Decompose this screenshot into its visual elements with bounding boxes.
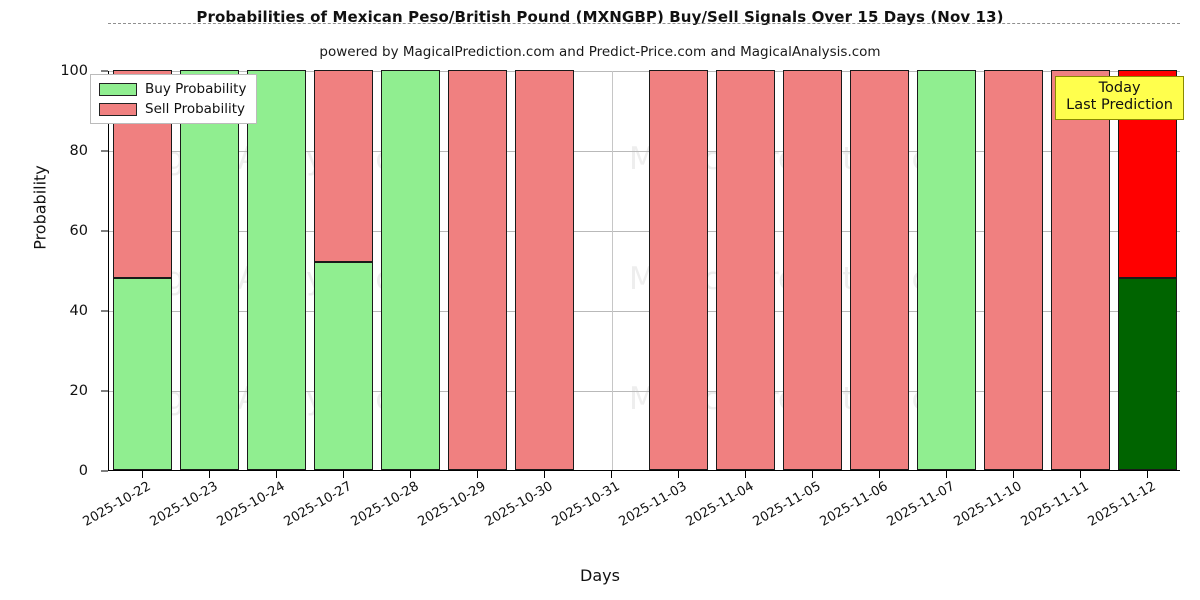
bar-stack[interactable] xyxy=(984,70,1043,470)
bar-stack[interactable] xyxy=(247,70,306,470)
x-axis-tick-labels: 2025-10-22 2025-10-23 2025-10-24 2025-10-27… xyxy=(80,471,1180,561)
y-axis-tick-label: 80 xyxy=(69,143,88,159)
x-axis-tick-label: 2025-10-22 xyxy=(80,479,153,530)
x-axis-tick-mark xyxy=(610,471,612,478)
y-axis-tick-mark xyxy=(101,150,108,152)
bar-segment-sell[interactable] xyxy=(515,70,574,470)
legend-item[interactable]: Buy Probability xyxy=(99,81,246,97)
x-axis-tick-label: 2025-10-24 xyxy=(214,479,287,530)
chart-legend: Buy Probability Sell Probability xyxy=(90,74,258,124)
bar-segment-sell[interactable] xyxy=(1051,70,1110,470)
bar-segment-sell[interactable] xyxy=(850,70,909,470)
plot-area: MagicalAnalysis.comMagicalPrediction.com… xyxy=(108,70,1180,471)
x-axis-tick-label: 2025-11-04 xyxy=(683,479,756,530)
x-axis-tick-mark xyxy=(945,471,947,478)
x-axis-tick-mark xyxy=(476,471,478,478)
today-annotation: Today Last Prediction xyxy=(1055,76,1184,121)
bar-segment-buy[interactable] xyxy=(1118,278,1177,470)
x-axis-tick-mark xyxy=(1146,471,1148,478)
x-axis-tick-label: 2025-10-28 xyxy=(348,479,421,530)
bar-segment-buy[interactable] xyxy=(113,278,172,470)
bar-stack[interactable] xyxy=(515,70,574,470)
y-axis-tick-mark xyxy=(101,230,108,232)
x-axis-tick-label: 2025-11-12 xyxy=(1085,479,1158,530)
bar-stack[interactable] xyxy=(917,70,976,470)
x-axis-tick-mark xyxy=(811,471,813,478)
y-axis-tick-label: 20 xyxy=(69,383,88,399)
bar-segment-sell[interactable] xyxy=(448,70,507,470)
x-axis-tick-mark xyxy=(208,471,210,478)
bar-segment-sell[interactable] xyxy=(783,70,842,470)
x-axis-tick-label: 2025-10-27 xyxy=(281,479,354,530)
x-axis-tick-mark xyxy=(1079,471,1081,478)
bar-stack[interactable] xyxy=(783,70,842,470)
bar-stack[interactable] xyxy=(1118,70,1177,470)
legend-label: Sell Probability xyxy=(145,101,246,117)
x-axis-tick-label: 2025-11-07 xyxy=(884,479,957,530)
chart-subtitle: powered by MagicalPrediction.com and Pre… xyxy=(319,44,881,60)
bar-segment-sell[interactable] xyxy=(649,70,708,470)
y-axis-tick-label: 0 xyxy=(78,463,88,479)
today-annotation-line2: Last Prediction xyxy=(1066,97,1173,114)
bar-segment-buy[interactable] xyxy=(247,70,306,470)
bar-segment-buy[interactable] xyxy=(381,70,440,470)
legend-swatch-sell xyxy=(99,102,137,116)
x-axis-tick-mark xyxy=(275,471,277,478)
page-title: Probabilities of Mexican Peso/British Po… xyxy=(196,8,1004,26)
x-axis-tick-label: 2025-10-29 xyxy=(415,479,488,530)
bar-segment-sell[interactable] xyxy=(716,70,775,470)
y-axis-tick-mark xyxy=(101,390,108,392)
legend-label: Buy Probability xyxy=(145,81,247,97)
threshold-dashed-line xyxy=(108,23,1180,24)
bar-stack[interactable] xyxy=(649,70,708,470)
x-axis-tick-mark xyxy=(543,471,545,478)
x-axis-tick-label: 2025-10-31 xyxy=(549,479,622,530)
bar-segment-buy[interactable] xyxy=(314,262,373,470)
x-axis-tick-mark xyxy=(878,471,880,478)
y-axis-tick-labels: 0 20 40 60 80 100 xyxy=(0,63,100,479)
bar-stack[interactable] xyxy=(381,70,440,470)
x-axis-tick-label: 2025-11-05 xyxy=(750,479,823,530)
y-axis-tick-mark xyxy=(101,470,108,472)
bar-stack[interactable] xyxy=(1051,70,1110,470)
x-axis-tick-label: 2025-10-30 xyxy=(482,479,555,530)
bar-stack[interactable] xyxy=(716,70,775,470)
x-axis-tick-label: 2025-11-03 xyxy=(616,479,689,530)
y-axis-tick-label: 40 xyxy=(69,303,88,319)
y-axis-tick-label: 100 xyxy=(60,63,88,79)
bar-stack[interactable] xyxy=(314,70,373,470)
x-axis-tick-label: 2025-10-23 xyxy=(147,479,220,530)
legend-item[interactable]: Sell Probability xyxy=(99,101,246,117)
legend-swatch-buy xyxy=(99,82,137,96)
bar-segment-buy[interactable] xyxy=(180,70,239,470)
x-axis-tick-label: 2025-11-06 xyxy=(817,479,890,530)
bar-segment-sell[interactable] xyxy=(984,70,1043,470)
x-axis-tick-mark xyxy=(342,471,344,478)
today-annotation-line1: Today xyxy=(1098,80,1141,96)
bar-segment-sell[interactable] xyxy=(314,70,373,262)
x-axis-tick-label: 2025-11-11 xyxy=(1018,479,1091,530)
bar-stack[interactable] xyxy=(850,70,909,470)
y-axis-title: Probability xyxy=(30,165,50,250)
x-axis-tick-label: 2025-11-10 xyxy=(951,479,1024,530)
x-axis-title: Days xyxy=(580,566,620,585)
x-axis-tick-mark xyxy=(409,471,411,478)
bar-segment-buy[interactable] xyxy=(917,70,976,470)
y-axis-tick-mark xyxy=(101,70,108,72)
x-axis-tick-mark xyxy=(141,471,143,478)
y-axis-tick-mark xyxy=(101,310,108,312)
y-axis-tick-label: 60 xyxy=(69,223,88,239)
bar-series-layer xyxy=(109,70,1180,470)
x-axis-tick-mark xyxy=(744,471,746,478)
bar-stack[interactable] xyxy=(448,70,507,470)
bar-stack[interactable] xyxy=(180,70,239,470)
x-axis-tick-mark xyxy=(1012,471,1014,478)
bar-stack[interactable] xyxy=(113,70,172,470)
x-axis-tick-mark xyxy=(677,471,679,478)
